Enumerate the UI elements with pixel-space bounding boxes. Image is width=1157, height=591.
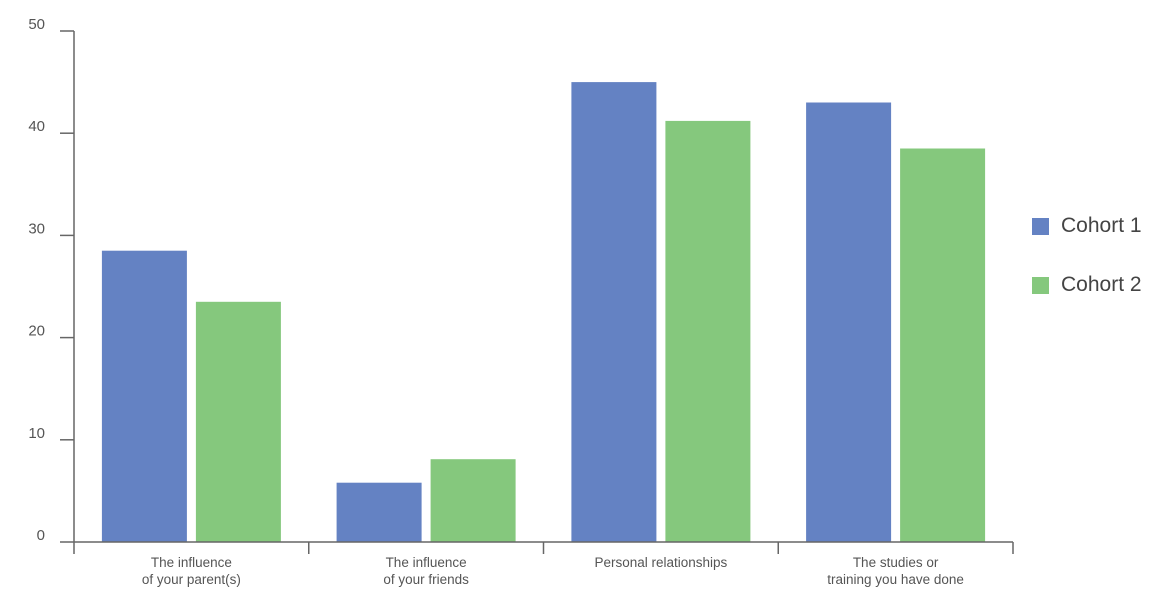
y-tick-label-40: 40	[28, 118, 45, 135]
x-category-label-line: training you have done	[827, 572, 964, 587]
y-tick-label-10: 10	[28, 425, 45, 442]
x-category-label-4: The studies or training you have done	[827, 555, 964, 587]
x-category-label-line: of your parent(s)	[142, 572, 241, 587]
y-tick-label-20: 20	[28, 323, 45, 340]
legend-swatch-cohort-1	[1032, 217, 1049, 235]
legend-label-cohort-1: Cohort 1	[1061, 214, 1142, 237]
x-category-label-3: Personal relationships	[594, 555, 727, 570]
legend-item-cohort-1: Cohort 1	[1032, 213, 1142, 239]
legend-label-cohort-2: Cohort 2	[1061, 273, 1142, 296]
bar-series-1-category-4	[806, 102, 892, 542]
x-category-label-2: The influence of your friends	[383, 555, 469, 587]
x-category-label-line: The influence	[151, 555, 232, 570]
legend: Cohort 1 Cohort 2	[1032, 213, 1142, 331]
x-category-label-1: The influence of your parent(s)	[142, 555, 241, 587]
y-tick-label-0: 0	[37, 527, 45, 544]
x-category-label-line: of your friends	[383, 572, 469, 587]
legend-item-cohort-2: Cohort 2	[1032, 272, 1142, 298]
x-category-label-line: Personal relationships	[594, 555, 727, 570]
x-category-label-line: The studies or	[853, 555, 939, 570]
bar-series-2-category-2	[430, 459, 516, 542]
y-tick-label-30: 30	[28, 220, 45, 237]
bar-series-1-category-2	[336, 482, 422, 542]
bar-series-2-category-1	[195, 301, 281, 542]
y-tick-label-50: 50	[28, 16, 45, 33]
x-category-label-line: The influence	[386, 555, 467, 570]
bar-series-1-category-1	[101, 250, 187, 542]
bar-series-2-category-3	[665, 120, 751, 543]
bar-series-1-category-3	[571, 82, 657, 542]
legend-swatch-cohort-2	[1032, 276, 1049, 294]
bar-series-2-category-4	[900, 148, 986, 542]
